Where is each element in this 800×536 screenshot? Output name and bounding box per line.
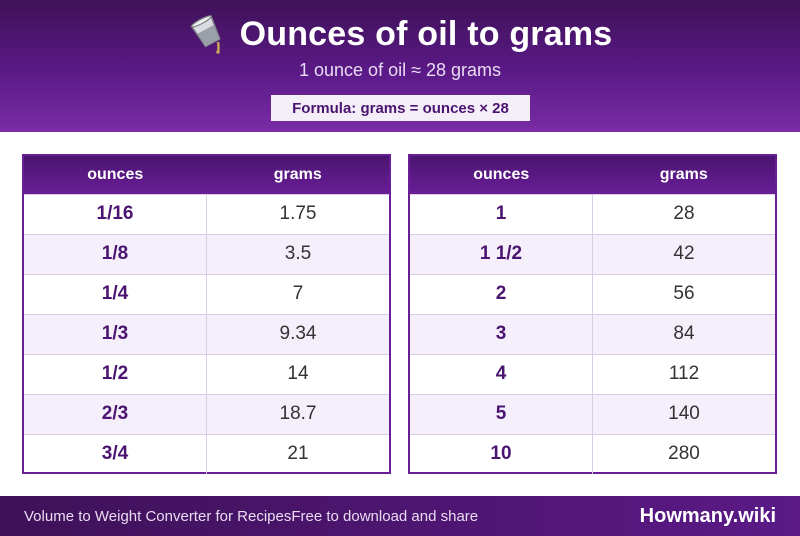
- left-table: ounces grams 1/16 1.75 1/8 3.5 1/4 7 1/3…: [24, 156, 389, 474]
- grams-cell: 9.34: [206, 313, 389, 354]
- page-header: Ounces of oil to grams 1 ounce of oil ≈ …: [0, 0, 800, 132]
- column-header-grams: grams: [592, 156, 775, 194]
- ounces-cell: 1/16: [24, 193, 207, 234]
- column-header-ounces: ounces: [410, 156, 593, 194]
- table-row: 1/8 3.5: [24, 233, 389, 274]
- ounces-cell: 1/3: [24, 313, 207, 354]
- ounces-cell: 1/2: [24, 353, 207, 394]
- ounces-cell: 3: [410, 313, 593, 354]
- ounces-cell: 3/4: [24, 433, 207, 474]
- grams-cell: 28: [592, 193, 775, 234]
- right-table: ounces grams 1 28 1 1/2 42 2 56 3 84 4: [410, 156, 775, 474]
- formula-box: Formula: grams = ounces × 28: [271, 95, 530, 121]
- ounces-cell: 1/8: [24, 233, 207, 274]
- page-title: Ounces of oil to grams: [239, 14, 613, 53]
- grams-cell: 42: [592, 233, 775, 274]
- table-row: 1/16 1.75: [24, 193, 389, 234]
- grams-cell: 7: [206, 273, 389, 314]
- grams-cell: 112: [592, 353, 775, 394]
- table-row: 3/4 21: [24, 433, 389, 474]
- grams-cell: 84: [592, 313, 775, 354]
- oil-pour-icon: [190, 15, 221, 54]
- table-header-row: ounces grams: [24, 156, 389, 194]
- grams-cell: 1.75: [206, 193, 389, 234]
- page-subtitle: 1 ounce of oil ≈ 28 grams: [299, 60, 501, 80]
- ounces-cell: 10: [410, 433, 593, 474]
- table-row: 1 1/2 42: [410, 233, 775, 274]
- grams-cell: 18.7: [206, 393, 389, 434]
- ounces-cell: 1: [410, 193, 593, 234]
- table-row: 1 28: [410, 193, 775, 234]
- footer-tagline: Volume to Weight Converter for RecipesFr…: [24, 507, 479, 525]
- column-header-grams: grams: [206, 156, 389, 194]
- page-footer: Volume to Weight Converter for RecipesFr…: [0, 496, 800, 536]
- ounces-cell: 1/4: [24, 273, 207, 314]
- grams-cell: 280: [592, 433, 775, 474]
- table-row: 1/2 14: [24, 353, 389, 394]
- grams-cell: 14: [206, 353, 389, 394]
- grams-cell: 3.5: [206, 233, 389, 274]
- table-row: 2/3 18.7: [24, 393, 389, 434]
- ounces-cell: 1 1/2: [410, 233, 593, 274]
- grams-cell: 21: [206, 433, 389, 474]
- table-row: 10 280: [410, 433, 775, 474]
- column-header-ounces: ounces: [24, 156, 207, 194]
- ounces-cell: 4: [410, 353, 593, 394]
- table-row: 1/4 7: [24, 273, 389, 314]
- conversion-table-right: ounces grams 1 28 1 1/2 42 2 56 3 84 4: [408, 154, 777, 474]
- table-row: 2 56: [410, 273, 775, 314]
- grams-cell: 56: [592, 273, 775, 314]
- table-row: 4 112: [410, 353, 775, 394]
- table-row: 1/3 9.34: [24, 313, 389, 354]
- conversion-table-left: ounces grams 1/16 1.75 1/8 3.5 1/4 7 1/3…: [22, 154, 391, 474]
- ounces-cell: 5: [410, 393, 593, 434]
- ounces-cell: 2: [410, 273, 593, 314]
- table-row: 5 140: [410, 393, 775, 434]
- grams-cell: 140: [592, 393, 775, 434]
- ounces-cell: 2/3: [24, 393, 207, 434]
- title-row: Ounces of oil to grams: [0, 10, 800, 58]
- table-header-row: ounces grams: [410, 156, 775, 194]
- brand-logo-text[interactable]: Howmany.wiki: [639, 504, 776, 527]
- table-row: 3 84: [410, 313, 775, 354]
